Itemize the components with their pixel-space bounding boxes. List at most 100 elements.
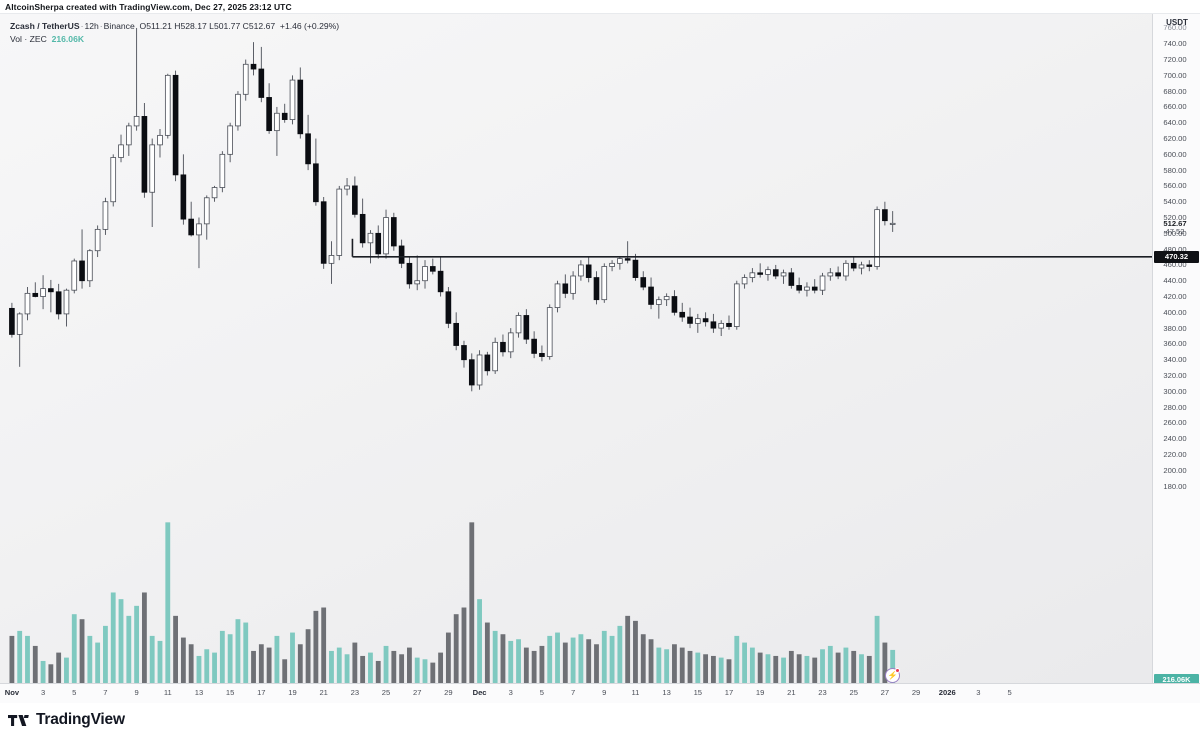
volume-bar <box>407 647 412 683</box>
volume-bar <box>500 634 506 683</box>
volume-bar <box>87 635 93 683</box>
legend-high-label: H <box>174 21 181 31</box>
candle-body-bullish <box>609 262 615 267</box>
candle-body-bullish <box>780 272 787 277</box>
tradingview-logo[interactable]: TradingView <box>8 711 125 729</box>
volume-bar <box>196 655 202 683</box>
time-tick: 19 <box>288 688 297 697</box>
price-axis-close-label: 512.67 <box>1163 218 1187 228</box>
candle-body-bearish <box>9 307 15 335</box>
candle-body-bullish <box>819 275 826 291</box>
time-axis[interactable]: Nov 3 5 7 9 11 13 15 17 19 21 23 25 27 29 Dec 3 5 7 9 11 13 15… <box>0 683 1200 703</box>
volume-bar <box>313 610 319 683</box>
legend-open-value: 511.21 <box>146 21 172 31</box>
volume-bar <box>672 644 677 683</box>
volume-bar <box>796 654 802 683</box>
time-tick: 29 <box>444 688 453 697</box>
candle-body-bullish <box>63 289 70 315</box>
volume-bar <box>321 607 327 683</box>
candle-body-bullish <box>656 299 662 305</box>
candle-body-bearish <box>679 311 686 318</box>
time-tick: 17 <box>724 688 734 697</box>
volume-bar <box>227 634 233 683</box>
price-tick: 440.00 <box>1163 276 1187 286</box>
candle-body-bearish <box>79 260 85 282</box>
candle-body-bearish <box>398 245 405 264</box>
volume-bar <box>344 654 350 683</box>
volume-bar <box>188 644 194 683</box>
candle-body-bullish <box>242 63 249 95</box>
candle-body-bullish <box>695 318 701 324</box>
candle-body-bearish <box>687 316 693 324</box>
time-tick: 17 <box>257 688 266 697</box>
candle-body-bearish <box>172 74 179 176</box>
volume-bar <box>687 650 693 683</box>
volume-bar <box>430 662 436 683</box>
candle-body-bullish <box>733 283 740 327</box>
candle-body-bearish <box>305 133 311 165</box>
volume-bar <box>874 615 880 683</box>
legend-change: +1.46 (+0.29%) <box>279 21 340 31</box>
volume-bar <box>180 637 186 683</box>
volume-bar <box>258 644 264 683</box>
price-tick: 200.00 <box>1163 465 1187 475</box>
volume-bar <box>835 652 841 683</box>
volume-bar <box>219 630 225 683</box>
legend-symbol[interactable]: Zcash / TetherUS <box>10 21 80 31</box>
volume-bar <box>118 599 124 683</box>
candle-body-bullish <box>874 209 880 267</box>
candle-body-bullish <box>827 272 834 277</box>
volume-bar <box>609 635 615 683</box>
candle-body-bearish <box>726 322 732 327</box>
time-tick: 23 <box>350 688 360 697</box>
price-tick: 320.00 <box>1163 371 1187 380</box>
candle-body-bearish <box>796 285 802 291</box>
volume-bar <box>484 622 490 683</box>
candle-body-bearish <box>523 315 530 340</box>
chart-pane[interactable]: Zcash / TetherUS·12h·Binance O511.21 H52… <box>0 14 1152 683</box>
candle-body-bullish <box>157 134 163 146</box>
volume-bar <box>508 640 514 683</box>
price-tick: 580.00 <box>1163 165 1187 175</box>
volume-bar <box>781 657 786 683</box>
time-tick: 5 <box>1007 688 1012 697</box>
candle-body-bearish <box>437 270 444 293</box>
candle-body-bearish <box>453 322 459 346</box>
legend-exchange[interactable]: Binance <box>103 21 135 31</box>
chart-legend: Zcash / TetherUS·12h·Binance O511.21 H52… <box>10 20 339 45</box>
candle-body-bullish <box>476 354 483 386</box>
volume-bar <box>749 647 755 683</box>
volume-bar <box>523 647 529 683</box>
candle-body-bearish <box>702 318 709 323</box>
candle-body-bullish <box>110 157 117 203</box>
price-tick: 280.00 <box>1163 402 1187 412</box>
candle-body-bullish <box>414 280 421 285</box>
candles <box>9 27 896 392</box>
volume-bar <box>477 599 482 683</box>
legend-ohlc-row: Zcash / TetherUS·12h·Binance O511.21 H52… <box>10 20 339 32</box>
time-tick: 23 <box>818 688 827 697</box>
candle-body-bullish <box>24 292 31 315</box>
volume-bar <box>173 615 178 683</box>
candle-body-bullish <box>554 283 561 308</box>
price-tick: 560.00 <box>1163 181 1187 191</box>
volume-bar <box>734 635 740 683</box>
candle-body-bearish <box>640 277 647 288</box>
candle-body-bearish <box>141 116 148 193</box>
lightning-bolt-icon[interactable]: ⚡ <box>885 668 901 683</box>
volume-bar <box>757 652 763 683</box>
volume-bar <box>765 654 771 683</box>
candle-body-bullish <box>149 144 156 193</box>
legend-interval[interactable]: 12h <box>84 21 99 31</box>
time-tick: 2026 <box>938 688 956 697</box>
legend-sep-2: · <box>99 21 103 31</box>
volume-bar <box>110 592 116 683</box>
volume-bar <box>297 644 303 683</box>
price-axis[interactable]: USDT 760.00 740.00 720.00 700.00 680.00 660.0… <box>1152 14 1200 686</box>
volume-bar <box>274 635 280 683</box>
volume-bar <box>570 637 576 683</box>
candle-body-bullish <box>126 125 132 146</box>
legend-volume-label[interactable]: Vol · ZEC <box>10 34 47 44</box>
candle-body-bearish <box>55 291 62 315</box>
time-tick: Nov <box>4 688 20 697</box>
